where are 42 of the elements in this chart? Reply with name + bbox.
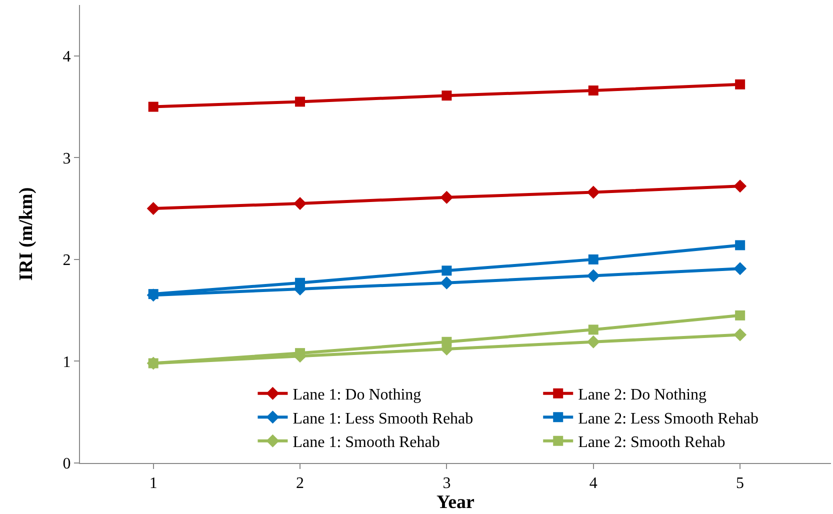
- y-tick-label: 1: [62, 354, 71, 371]
- y-axis-title: IRI (m/km): [16, 187, 37, 281]
- y-tick-label: 4: [62, 48, 71, 66]
- point: [735, 310, 746, 320]
- point: [440, 190, 454, 204]
- point: [588, 85, 598, 96]
- point: [735, 240, 746, 250]
- legend-label: Lane 2: Less Smooth Rehab: [578, 410, 759, 428]
- y-tick-label: 2: [62, 252, 71, 270]
- legend-label: Lane 1: Less Smooth Rehab: [292, 410, 474, 428]
- point: [734, 328, 747, 342]
- point: [442, 336, 452, 347]
- y-tick-label: 0: [62, 456, 71, 473]
- x-axis-title: Year: [436, 492, 476, 514]
- legend-label: Lane 2: Do Nothing: [578, 386, 707, 404]
- point: [586, 269, 600, 282]
- point: [295, 348, 306, 358]
- point: [146, 202, 160, 216]
- point: [588, 254, 598, 264]
- point: [588, 324, 598, 335]
- legend-label: Lane 1: Smooth Rehab: [292, 434, 440, 452]
- x-tick-label: 2: [296, 475, 304, 492]
- point: [735, 79, 746, 90]
- point: [148, 289, 158, 300]
- x-tick-label: 1: [149, 475, 158, 492]
- point: [586, 186, 600, 199]
- point: [734, 180, 747, 193]
- point: [295, 278, 306, 288]
- x-tick-label: 5: [736, 475, 744, 492]
- point: [442, 266, 452, 276]
- y-tick-label: 3: [62, 150, 71, 168]
- point: [294, 196, 307, 210]
- x-tick-label: 3: [442, 475, 451, 492]
- x-tick-label: 4: [589, 475, 598, 492]
- point: [586, 335, 600, 348]
- point: [734, 262, 747, 276]
- point: [442, 90, 452, 101]
- point: [295, 96, 306, 107]
- legend-label: Lane 2: Smooth Rehab: [578, 434, 726, 452]
- point: [148, 102, 158, 112]
- point: [440, 276, 454, 290]
- legend-label: Lane 1: Do Nothing: [292, 386, 422, 404]
